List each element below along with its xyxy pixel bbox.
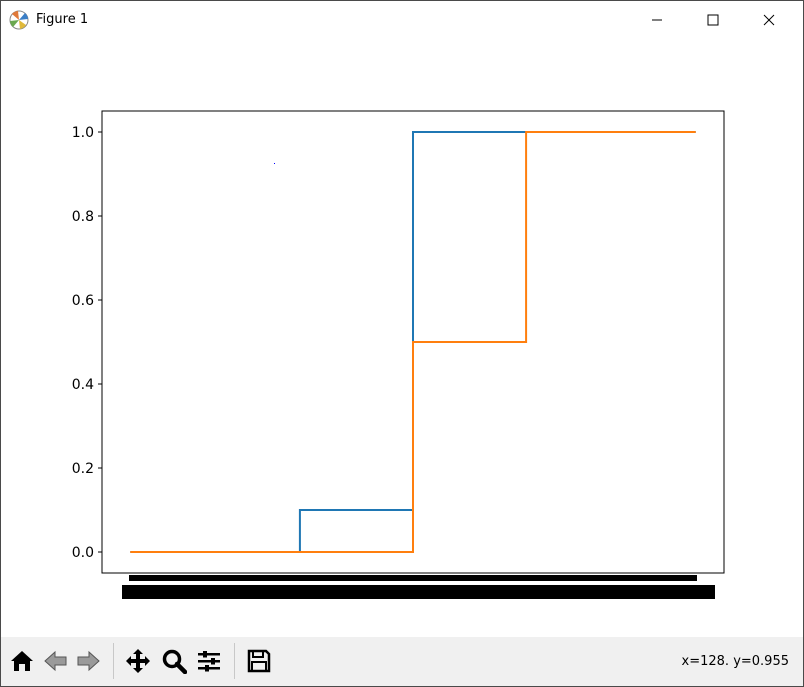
- y-tick-label: 0.4: [72, 377, 94, 393]
- close-button[interactable]: [746, 1, 792, 39]
- x-axis-tick-labels: [122, 575, 715, 599]
- minimize-icon: [652, 19, 662, 21]
- y-tick-label: 0.8: [72, 209, 94, 225]
- cursor-coordinates: x=128. y=0.955: [681, 654, 789, 669]
- navigation-toolbar: x=128. y=0.955: [1, 637, 803, 686]
- y-tick-label: 0.2: [72, 461, 94, 477]
- pan-button[interactable]: [123, 646, 153, 676]
- save-icon: [247, 649, 271, 673]
- maximize-icon: [707, 14, 719, 26]
- x-tick-marks: [129, 575, 697, 581]
- series-line-2: [130, 131, 696, 553]
- axes-frame: [101, 110, 725, 574]
- matplotlib-app-icon: [9, 10, 29, 30]
- back-button[interactable]: [41, 646, 71, 676]
- save-button[interactable]: [244, 646, 274, 676]
- close-icon: [763, 14, 775, 26]
- zoom-icon: [162, 649, 187, 674]
- minimize-button[interactable]: [634, 1, 680, 39]
- home-button[interactable]: [7, 646, 37, 676]
- zoom-button[interactable]: [159, 646, 189, 676]
- y-tick-label: 1.0: [72, 125, 94, 141]
- figure-canvas[interactable]: 0.0 0.2 0.4 0.6 0.8 1.0: [1, 39, 803, 637]
- y-axis: 0.0 0.2 0.4 0.6 0.8 1.0: [72, 125, 102, 561]
- back-icon: [44, 650, 67, 672]
- maximize-button[interactable]: [690, 1, 736, 39]
- subplots-icon: [198, 651, 220, 672]
- y-tick-label: 0.0: [72, 545, 94, 561]
- forward-icon: [77, 650, 100, 672]
- plot-area[interactable]: 0.0 0.2 0.4 0.6 0.8 1.0: [1, 39, 803, 637]
- series-lines: [130, 131, 696, 553]
- x-tick-labels-overlap: [122, 585, 715, 599]
- y-tick-label: 0.6: [72, 293, 94, 309]
- toolbar-separator: [234, 643, 235, 679]
- home-icon: [11, 651, 33, 671]
- forward-button[interactable]: [73, 646, 103, 676]
- title-bar[interactable]: Figure 1: [1, 1, 803, 39]
- window-title: Figure 1: [36, 12, 89, 27]
- stray-dot: [274, 163, 275, 164]
- configure-subplots-button[interactable]: [194, 646, 224, 676]
- toolbar-separator: [113, 643, 114, 679]
- pan-icon: [126, 649, 150, 673]
